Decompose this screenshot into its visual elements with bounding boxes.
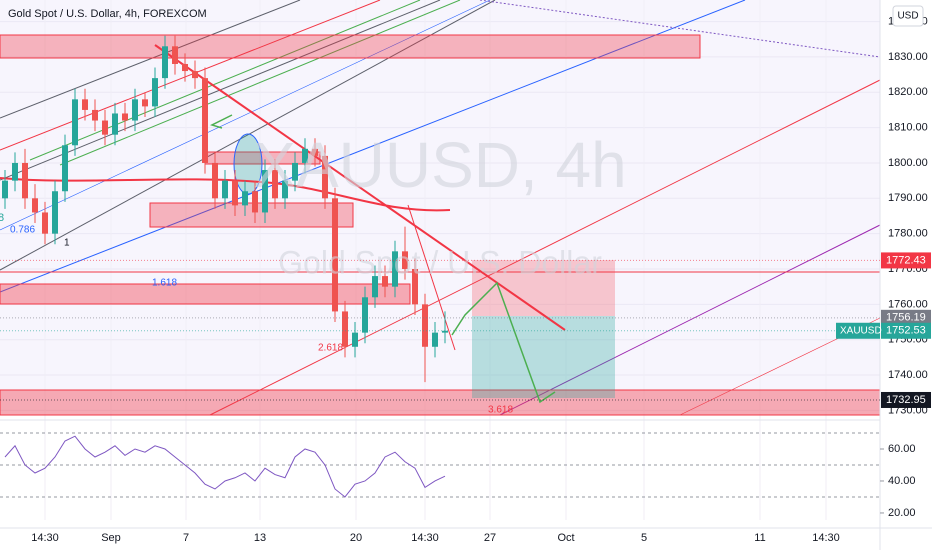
rsi-tick-label: 40.00 [888, 475, 916, 487]
candle-body [252, 191, 258, 213]
x-tick-label: 5 [641, 532, 647, 544]
candle-body [102, 120, 108, 135]
x-tick-label: 27 [484, 532, 496, 544]
candle-body [262, 170, 268, 213]
candle-body [92, 109, 98, 121]
x-tick-label: 14:30 [31, 532, 59, 544]
rsi-tick-label: 60.00 [888, 443, 916, 455]
x-tick-label: 13 [254, 532, 266, 544]
candle-body [72, 99, 78, 146]
watermark-symbol: XAUUSD, 4h [253, 129, 626, 201]
candle-body [182, 63, 188, 72]
x-tick-label: 20 [350, 532, 362, 544]
candle-body [12, 162, 18, 181]
candle-body [212, 162, 218, 199]
symbol-tag-label: XAUUSD [840, 325, 882, 336]
y-tick-label: 1800.00 [888, 157, 928, 169]
candle-body [32, 198, 38, 213]
fib-label: 3.618 [488, 405, 513, 416]
currency-button[interactable] [892, 5, 924, 27]
candle-body [282, 180, 288, 199]
price-label: 1756.19 [886, 312, 926, 324]
candle-body [162, 46, 168, 79]
candle-body [82, 99, 88, 110]
fib-label: 1.618 [152, 278, 177, 289]
candle-body [202, 78, 208, 163]
candle-body [142, 99, 148, 107]
price-label-box [881, 322, 931, 339]
plot-background [0, 0, 880, 415]
price-label-box [881, 252, 931, 269]
candle-body [352, 332, 358, 347]
candle-body [272, 170, 278, 199]
rsi-line [4, 435, 446, 498]
price-label: 1732.95 [886, 394, 926, 406]
candle-body [422, 304, 428, 347]
candle-body [312, 148, 318, 156]
candle-body [22, 162, 28, 199]
candle-body [392, 251, 398, 287]
y-tick-label: 1790.00 [888, 192, 928, 204]
y-tick-label: 1740.00 [888, 369, 928, 381]
price-label: 1752.53 [886, 325, 926, 337]
price-label-box [881, 391, 931, 408]
y-tick-label: 1820.00 [888, 86, 928, 98]
y-tick-label: 1780.00 [888, 228, 928, 240]
candle-body [232, 180, 238, 206]
candle-body [322, 155, 328, 199]
watermark-description: Gold Spot / U.S. Dollar [278, 244, 602, 280]
candle-body [222, 180, 228, 199]
candle-body [172, 46, 178, 64]
x-tick-label: Oct [557, 532, 574, 544]
candle-body [52, 191, 58, 234]
candle-body [112, 113, 118, 135]
candle-body [192, 71, 198, 79]
price-label-box [881, 309, 931, 326]
fib-label: 2.618 [318, 343, 343, 354]
x-tick-label: 14:30 [812, 532, 840, 544]
x-tick-label: Sep [101, 532, 121, 544]
x-tick-label: 7 [183, 532, 189, 544]
candle-body [412, 269, 418, 305]
candle-body [342, 311, 348, 347]
candle-body [152, 78, 158, 107]
candle-body [292, 162, 298, 181]
x-tick-label: 11 [754, 532, 765, 544]
candle-body [242, 191, 248, 206]
candle-body [442, 330, 448, 333]
candle-body [332, 198, 338, 312]
candle-body [382, 276, 388, 287]
fib-label: 1 [64, 238, 70, 249]
chart-title: Gold Spot / U.S. Dollar, 4h, FOREXCOM [8, 8, 207, 20]
x-tick-label: 14:30 [411, 532, 439, 544]
candle-body [132, 99, 138, 121]
fib-label: 8 [0, 212, 4, 224]
fib-label: 0.786 [10, 225, 35, 236]
candle-body [122, 113, 128, 121]
candle-body [2, 180, 8, 199]
candle-body [62, 145, 68, 192]
symbol-tag [836, 322, 880, 339]
y-tick-label: 1810.00 [888, 122, 928, 134]
price-label: 1772.43 [886, 254, 926, 266]
rsi-tick-label: 20.00 [888, 507, 916, 519]
currency-label: USD [897, 11, 918, 22]
candle-body [42, 212, 48, 234]
candle-body [372, 276, 378, 298]
candle-body [432, 332, 438, 347]
y-tick-label: 1830.00 [888, 51, 928, 63]
candle-body [302, 148, 308, 163]
y-tick-label: 1760.00 [888, 298, 928, 310]
overlay: 1730.001740.001750.001760.001770.001780.… [0, 15, 931, 544]
candle-body [362, 297, 368, 333]
